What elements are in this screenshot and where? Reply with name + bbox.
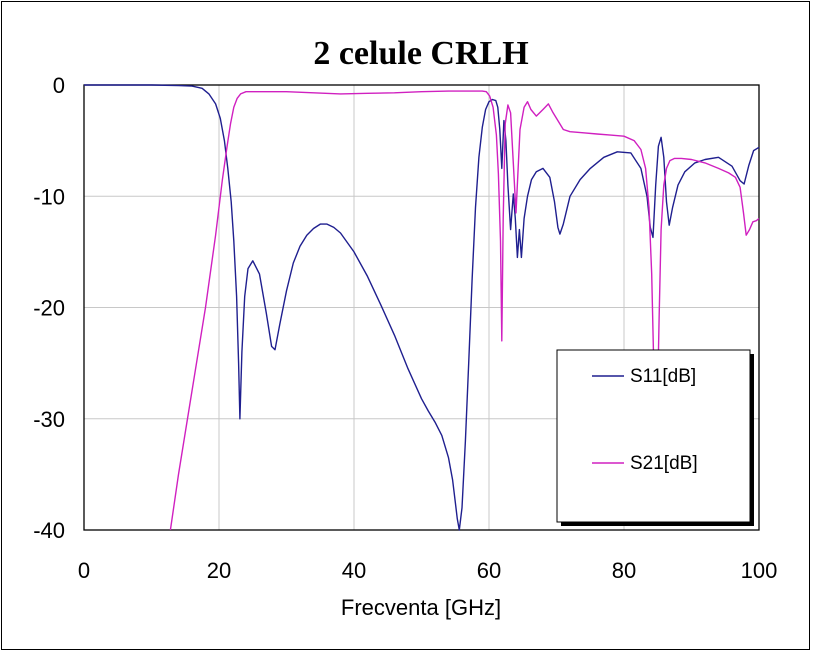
x-tick-label: 0 (78, 558, 90, 583)
x-tick-label: 20 (207, 558, 231, 583)
series-layer (84, 84, 760, 531)
x-axis-ticks: 0 20 40 60 80 100 (78, 558, 777, 583)
series-line-s11-db (84, 84, 760, 531)
legend-label-s21: S21[dB] (630, 453, 698, 474)
plot-area-border (83, 84, 760, 531)
legend-box (556, 349, 751, 523)
chart-title: 2 celule CRLH (313, 35, 528, 72)
x-axis-label: Frecventa [GHz] (341, 595, 501, 620)
y-axis-ticks: 0 -10 -20 -30 -40 (33, 73, 65, 543)
y-tick-label: -30 (33, 407, 65, 432)
y-tick-label: -10 (33, 184, 65, 209)
y-tick-label: -40 (33, 518, 65, 543)
y-tick-label: 0 (53, 73, 65, 98)
x-tick-label: 40 (342, 558, 366, 583)
x-tick-label: 100 (741, 558, 778, 583)
x-tick-label: 80 (612, 558, 636, 583)
y-tick-label: -20 (33, 296, 65, 321)
series-line-s21-db (169, 90, 760, 531)
legend: S11[dB] S21[dB] (556, 349, 754, 526)
x-tick-label: 60 (477, 558, 501, 583)
legend-label-s11: S11[dB] (630, 366, 696, 387)
